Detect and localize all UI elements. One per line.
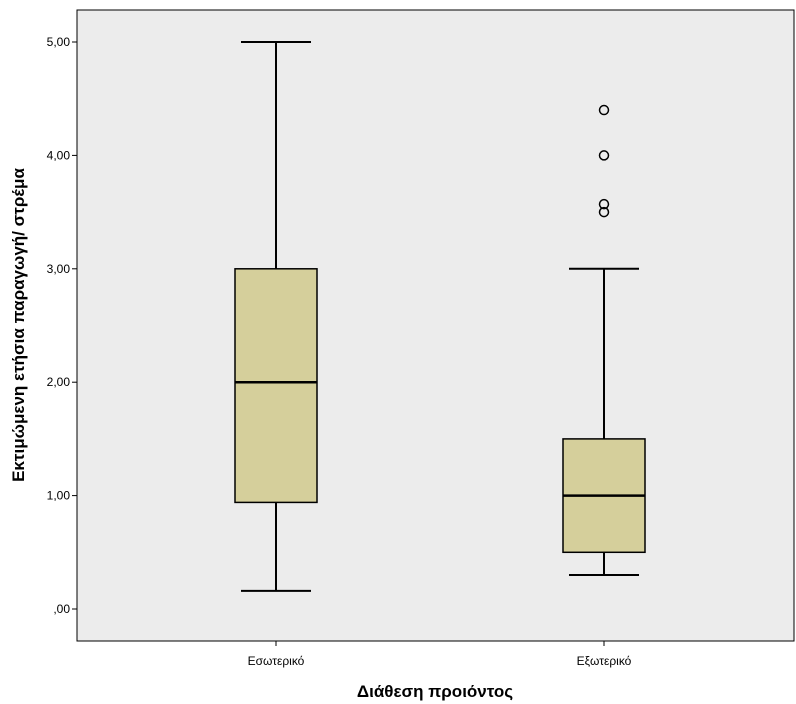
y-axis: ,00 1,00 2,00 3,00 4,00 5,00 (47, 35, 77, 616)
y-tick-label: 5,00 (47, 35, 71, 49)
outlier-point (598, 150, 610, 161)
y-tick-label: 2,00 (47, 375, 71, 389)
outlier-point (598, 206, 610, 218)
x-axis-title: Διάθεση προιόντος (357, 682, 513, 701)
y-tick-label: ,00 (53, 602, 70, 616)
y-tick-label: 3,00 (47, 262, 71, 276)
x-tick-label: Εσωτερικό (248, 654, 305, 668)
x-tick-label: Εξωτερικό (577, 654, 632, 668)
y-tick-label: 4,00 (47, 148, 71, 162)
y-tick-label: 1,00 (47, 489, 71, 503)
boxes (234, 41, 646, 592)
x-axis: Εσωτερικό Εξωτερικό (248, 641, 632, 668)
box-group (234, 41, 318, 592)
box-group (562, 104, 646, 576)
plot-area (76, 9, 795, 642)
outlier-point (598, 198, 610, 210)
box-iqr (234, 268, 318, 504)
y-axis-title: Εκτιμώμενη ετήσια παραγωγή/ στρέμα (9, 168, 28, 482)
outlier-point (598, 104, 610, 116)
